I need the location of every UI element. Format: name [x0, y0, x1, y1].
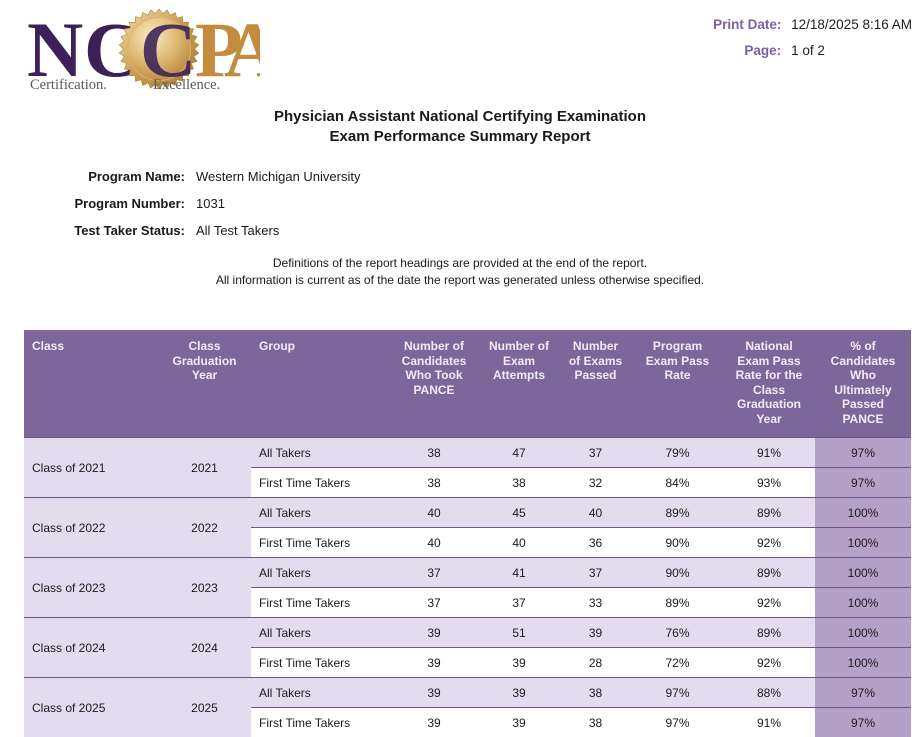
svg-text:Certification.: Certification. [30, 77, 107, 93]
svg-text:Excellence.: Excellence. [153, 77, 220, 93]
svg-text:A: A [224, 6, 260, 93]
